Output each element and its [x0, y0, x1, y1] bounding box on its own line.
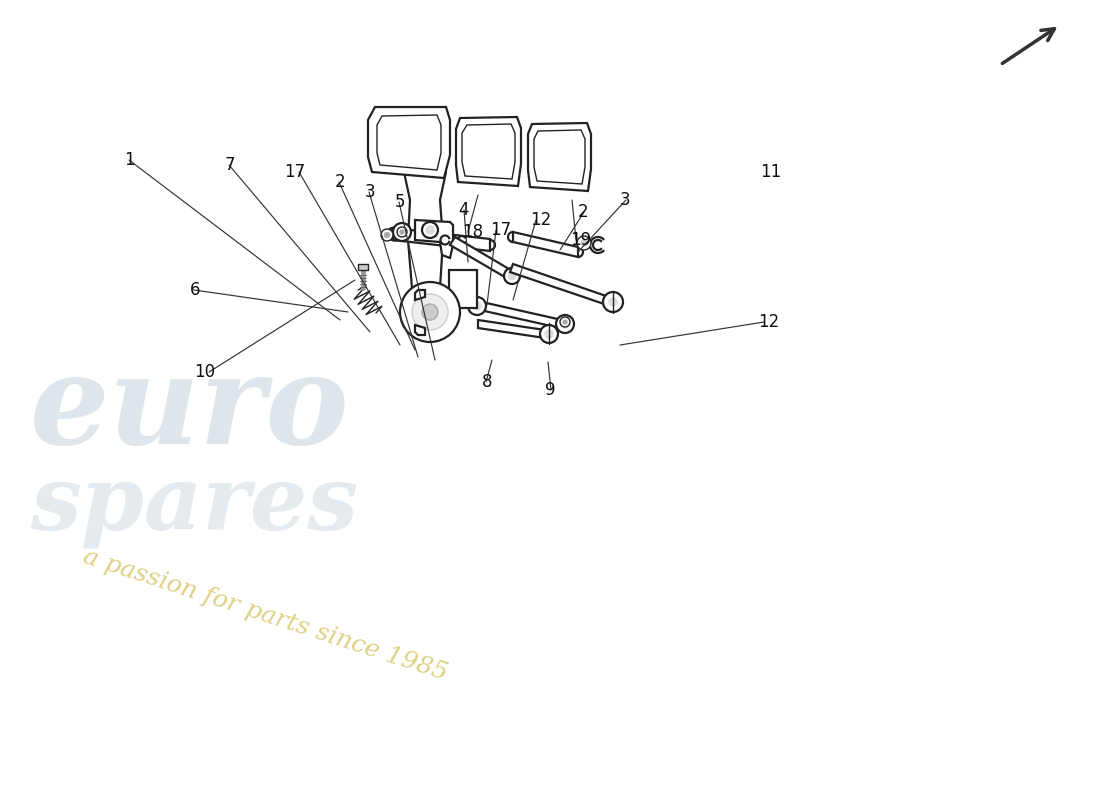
Circle shape — [504, 268, 520, 284]
Circle shape — [560, 317, 570, 327]
Polygon shape — [528, 123, 591, 191]
Circle shape — [381, 229, 393, 241]
Circle shape — [556, 315, 574, 333]
Text: 2: 2 — [334, 173, 345, 191]
Text: 9: 9 — [544, 381, 556, 399]
Text: 12: 12 — [530, 211, 551, 229]
Polygon shape — [478, 320, 544, 338]
Text: euro: euro — [30, 350, 350, 470]
Circle shape — [563, 320, 566, 324]
Polygon shape — [480, 302, 562, 328]
Text: 11: 11 — [760, 163, 781, 181]
Circle shape — [422, 222, 438, 238]
Text: 17: 17 — [490, 221, 512, 239]
Circle shape — [468, 297, 486, 315]
Polygon shape — [449, 270, 477, 308]
Circle shape — [426, 226, 434, 234]
Text: 4: 4 — [458, 201, 469, 219]
Circle shape — [544, 330, 553, 338]
Circle shape — [603, 292, 623, 312]
Circle shape — [561, 320, 569, 328]
Text: 1: 1 — [124, 151, 135, 169]
Circle shape — [422, 304, 438, 320]
Polygon shape — [415, 220, 453, 258]
Polygon shape — [358, 264, 368, 270]
Text: 7: 7 — [224, 156, 235, 174]
Text: spares: spares — [30, 462, 358, 548]
Text: 8: 8 — [482, 373, 492, 391]
Text: 2: 2 — [578, 203, 588, 221]
Polygon shape — [415, 325, 425, 335]
Text: 19: 19 — [570, 231, 591, 249]
Text: 17: 17 — [284, 163, 305, 181]
Polygon shape — [456, 117, 521, 186]
Text: 10: 10 — [194, 363, 214, 381]
Text: 3: 3 — [364, 183, 375, 201]
Circle shape — [400, 230, 404, 234]
Text: a passion for parts since 1985: a passion for parts since 1985 — [80, 545, 450, 685]
Circle shape — [540, 325, 558, 343]
Text: 3: 3 — [620, 191, 630, 209]
Polygon shape — [368, 107, 450, 178]
Circle shape — [400, 282, 460, 342]
Circle shape — [609, 298, 617, 306]
Polygon shape — [510, 264, 612, 306]
Polygon shape — [450, 237, 514, 280]
Polygon shape — [404, 160, 446, 298]
Circle shape — [393, 223, 411, 241]
Text: 6: 6 — [189, 281, 200, 299]
Circle shape — [397, 227, 407, 237]
Text: 18: 18 — [462, 223, 483, 241]
Text: 5: 5 — [395, 193, 405, 211]
Circle shape — [412, 294, 448, 330]
Polygon shape — [415, 290, 425, 300]
Circle shape — [385, 233, 389, 238]
Polygon shape — [513, 232, 578, 257]
Circle shape — [508, 273, 516, 279]
Polygon shape — [393, 228, 490, 251]
Text: 12: 12 — [758, 313, 779, 331]
Circle shape — [581, 240, 587, 246]
Circle shape — [578, 236, 591, 250]
Circle shape — [473, 302, 481, 310]
